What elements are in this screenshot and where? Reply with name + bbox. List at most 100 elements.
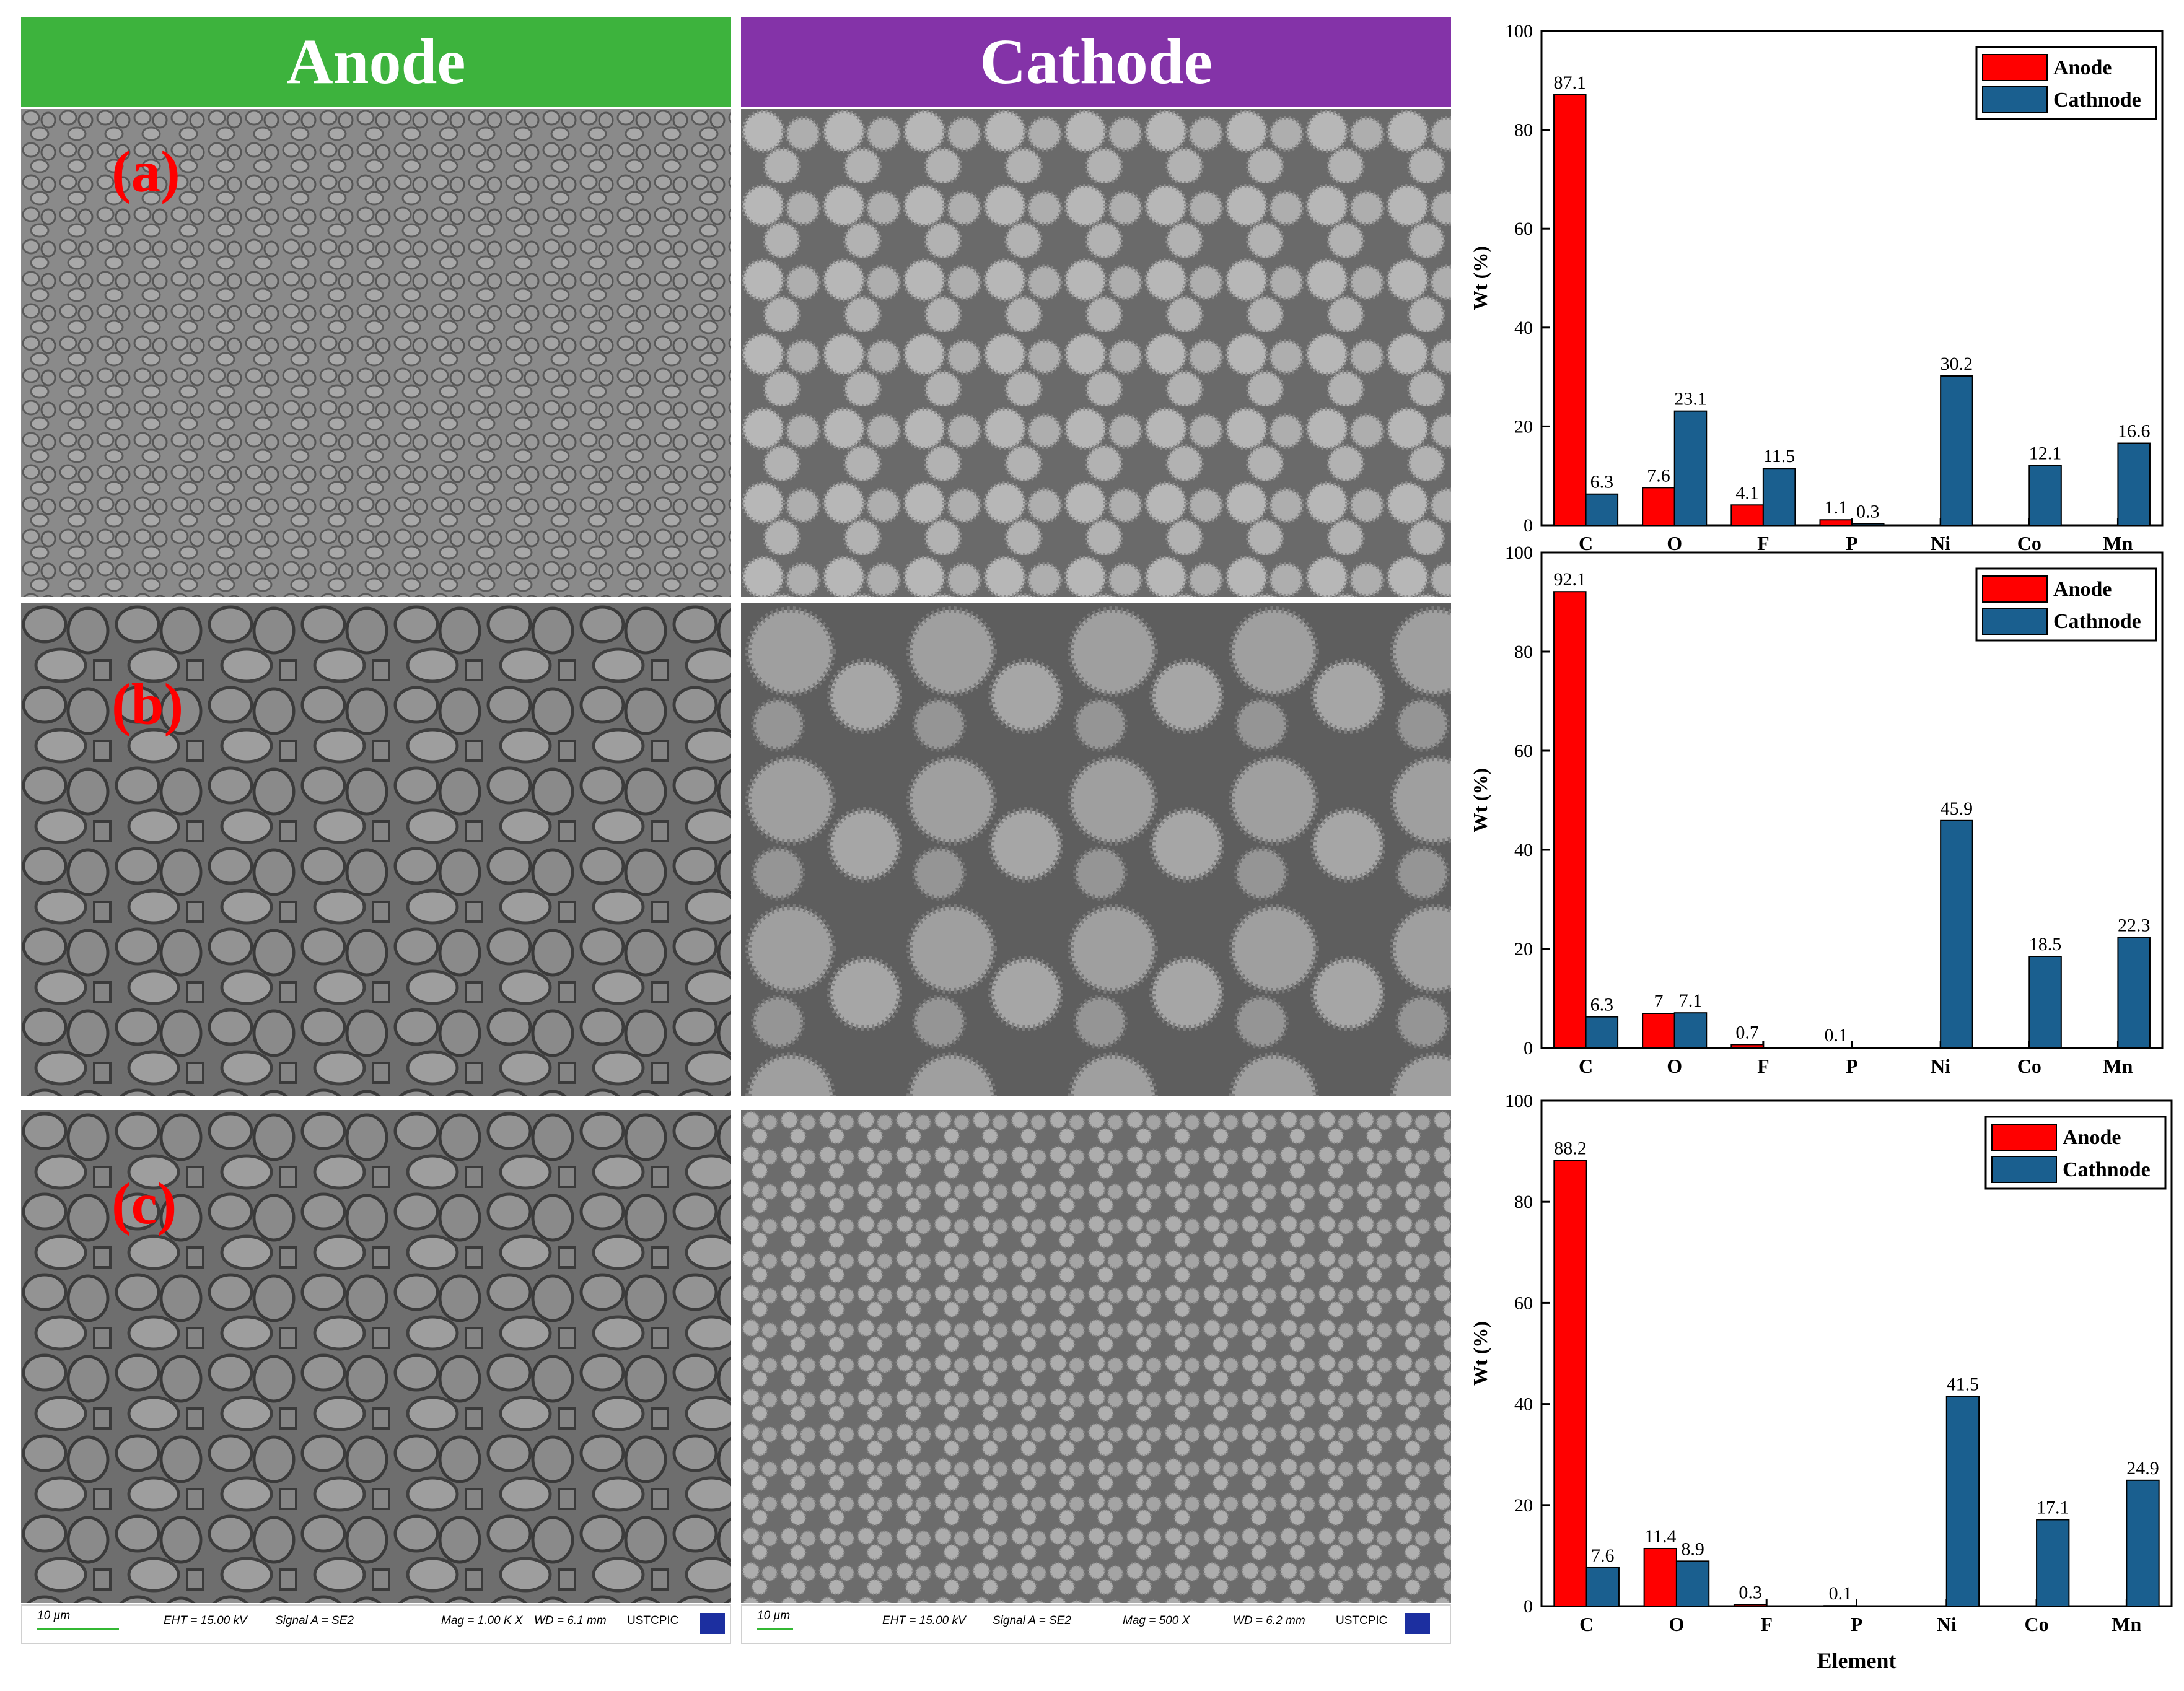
bar-anode bbox=[1642, 1013, 1675, 1049]
y-tick-label: 60 bbox=[1514, 219, 1533, 239]
y-tick-label: 80 bbox=[1514, 120, 1533, 141]
data-label: 6.3 bbox=[1590, 472, 1614, 492]
legend-swatch-anode bbox=[1982, 54, 2048, 81]
bar-cathnode bbox=[2028, 465, 2062, 527]
eht-text: EHT = 15.00 kV bbox=[882, 1614, 966, 1627]
legend-label: Anode bbox=[2063, 1126, 2121, 1149]
bar-anode bbox=[1733, 1604, 1768, 1607]
bar-anode bbox=[1730, 1044, 1764, 1049]
y-tick-label: 40 bbox=[1514, 1394, 1533, 1415]
data-label: 0.7 bbox=[1735, 1022, 1759, 1042]
bar-cathnode bbox=[1585, 1566, 1620, 1607]
sem-image-anode-c bbox=[21, 1110, 731, 1603]
bar-anode bbox=[1553, 1160, 1587, 1607]
data-label: 12.1 bbox=[2029, 443, 2062, 463]
y-tick-label: 0 bbox=[1524, 1596, 1533, 1617]
legend-label: Cathnode bbox=[2053, 89, 2141, 111]
bar-anode bbox=[1642, 487, 1675, 526]
data-label: 24.9 bbox=[2126, 1458, 2159, 1479]
mag-text: Mag = 500 X bbox=[1123, 1614, 1190, 1627]
x-tick-label: P bbox=[1846, 1055, 1858, 1077]
x-tick-label: Ni bbox=[1931, 1055, 1950, 1077]
y-tick-label: 0 bbox=[1524, 1038, 1533, 1059]
data-label: 41.5 bbox=[1947, 1374, 1980, 1394]
x-tick-label: Ni bbox=[1937, 1613, 1957, 1635]
bar-cathnode bbox=[2117, 442, 2151, 526]
bar-cathnode bbox=[1673, 1012, 1708, 1049]
zeiss-logo bbox=[700, 1613, 725, 1634]
bar-cathnode bbox=[1851, 523, 1885, 527]
legend-label: Cathnode bbox=[2063, 1158, 2151, 1181]
org-text: USTCPIC bbox=[1336, 1614, 1388, 1627]
panel-label-c: (c) bbox=[112, 1171, 177, 1236]
x-tick-label: F bbox=[1757, 1055, 1770, 1077]
x-tick-label: C bbox=[1579, 532, 1593, 554]
data-label: 45.9 bbox=[1941, 798, 1973, 819]
data-label: 0.1 bbox=[1829, 1583, 1853, 1604]
y-axis-label: Wt (%) bbox=[1469, 768, 1491, 832]
x-tick-label: O bbox=[1667, 1055, 1682, 1077]
eds-bar-chart-c: 0 20 40 60 80 100 Wt (%) C 88.2 7.6 O 11.48.9 F 0.3 P 0… bbox=[1469, 1091, 2173, 1673]
y-tick-label: 20 bbox=[1514, 416, 1533, 437]
legend-swatch-cathnode bbox=[1982, 86, 2048, 113]
legend-swatch-cathnode bbox=[1982, 608, 2048, 635]
bar-cathnode bbox=[2126, 1479, 2160, 1607]
x-tick-label: Mn bbox=[2103, 1055, 2133, 1077]
y-tick-label: 100 bbox=[1505, 543, 1533, 563]
zeiss-logo bbox=[1405, 1613, 1430, 1634]
y-tick-label: 20 bbox=[1514, 939, 1533, 959]
bar-cathnode bbox=[1945, 1396, 1980, 1607]
y-tick-label: 80 bbox=[1514, 642, 1533, 662]
data-label: 30.2 bbox=[1941, 354, 1973, 374]
y-tick-label: 60 bbox=[1514, 1293, 1533, 1313]
data-label: 8.9 bbox=[1681, 1539, 1704, 1559]
x-tick-label: Mn bbox=[2112, 1613, 2141, 1635]
x-tick-label: F bbox=[1757, 532, 1770, 554]
data-label: 0.1 bbox=[1824, 1025, 1848, 1046]
panel-label-a: (a) bbox=[112, 139, 180, 204]
bar-cathnode bbox=[2028, 956, 2062, 1049]
data-label: 18.5 bbox=[2029, 934, 2062, 955]
x-tick-label: Co bbox=[2017, 532, 2041, 554]
data-label: 88.2 bbox=[1554, 1138, 1587, 1158]
x-tick-label: P bbox=[1846, 532, 1858, 554]
sem-image-cathode-a bbox=[741, 109, 1451, 597]
x-tick-label: Co bbox=[2025, 1613, 2049, 1635]
data-label: 16.6 bbox=[2118, 421, 2151, 442]
x-tick-label: Mn bbox=[2103, 532, 2133, 554]
y-axis-label: Wt (%) bbox=[1469, 1321, 1491, 1386]
legend-swatch-anode bbox=[1991, 1124, 2057, 1151]
bar-cathnode bbox=[1940, 819, 1973, 1049]
data-label: 92.1 bbox=[1554, 569, 1587, 590]
data-label: 7.6 bbox=[1591, 1545, 1615, 1566]
legend-swatch-anode bbox=[1982, 575, 2048, 603]
data-label: 87.1 bbox=[1554, 72, 1587, 93]
bar-cathnode bbox=[1762, 468, 1796, 526]
data-label: 0.3 bbox=[1856, 502, 1880, 522]
sem-image-anode-b bbox=[21, 603, 731, 1096]
y-tick-label: 40 bbox=[1514, 318, 1533, 338]
signal-text: Signal A = SE2 bbox=[993, 1614, 1071, 1627]
org-text: USTCPIC bbox=[627, 1614, 679, 1627]
wd-text: WD = 6.1 mm bbox=[534, 1614, 607, 1627]
x-tick-label: O bbox=[1667, 532, 1682, 554]
bar-cathnode bbox=[2036, 1519, 2070, 1607]
legend-swatch-cathnode bbox=[1991, 1156, 2057, 1183]
scale-bar bbox=[37, 1628, 119, 1630]
data-label: 11.4 bbox=[1644, 1526, 1676, 1547]
sem-image-anode-a bbox=[21, 109, 731, 597]
sem-image-cathode-b bbox=[741, 603, 1451, 1096]
x-tick-label: C bbox=[1579, 1613, 1594, 1635]
bar-anode bbox=[1819, 519, 1853, 526]
eht-text: EHT = 15.00 kV bbox=[164, 1614, 247, 1627]
x-tick-label: Ni bbox=[1931, 532, 1950, 554]
bar-cathnode bbox=[1585, 493, 1619, 527]
y-tick-label: 20 bbox=[1514, 1495, 1533, 1516]
data-label: 7 bbox=[1654, 991, 1663, 1012]
bar-cathnode bbox=[1673, 410, 1708, 526]
y-tick-label: 100 bbox=[1505, 21, 1533, 42]
x-tick-label: F bbox=[1760, 1613, 1773, 1635]
eds-bar-chart-a: 0 20 40 60 80 100 Wt (%) C 87.1 6.3 O 7.6 23.1 F 4.111… bbox=[1469, 21, 2164, 554]
x-tick-label: O bbox=[1669, 1613, 1684, 1635]
mag-text: Mag = 1.00 K X bbox=[441, 1614, 523, 1627]
